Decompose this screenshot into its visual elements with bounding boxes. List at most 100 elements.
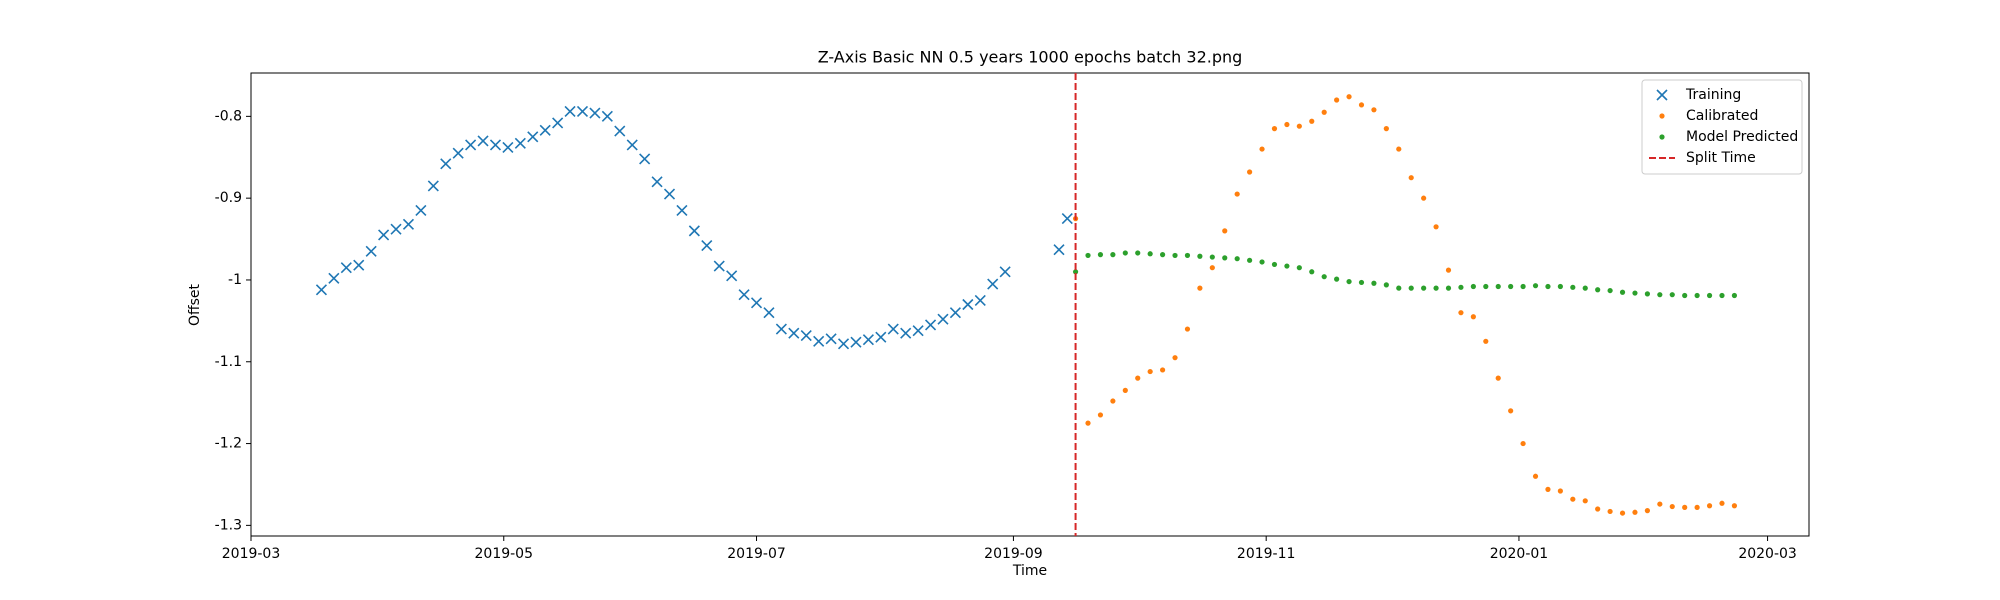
data-point <box>639 153 651 165</box>
data-point <box>924 319 937 331</box>
data-point <box>1371 280 1377 286</box>
data-point <box>1445 267 1452 273</box>
data-point <box>1172 355 1178 361</box>
data-point <box>1719 500 1725 506</box>
data-point <box>1346 278 1352 285</box>
legend-marker <box>1659 113 1665 119</box>
data-point <box>1545 486 1551 492</box>
data-point <box>589 107 601 119</box>
data-point <box>1470 283 1476 290</box>
data-point <box>1408 285 1414 291</box>
data-point <box>1110 398 1116 404</box>
data-point <box>825 333 837 345</box>
x-tick-label: 2019-11 <box>1237 546 1296 562</box>
y-tick-label: -1 <box>228 272 242 288</box>
data-point <box>1632 290 1638 296</box>
data-point <box>1545 283 1551 290</box>
data-point <box>1657 501 1663 507</box>
y-tick-label: -1.1 <box>215 354 242 370</box>
data-point <box>1334 97 1340 103</box>
data-point <box>1209 254 1215 260</box>
data-point <box>962 298 974 311</box>
x-tick-label: 2019-07 <box>727 546 786 562</box>
data-point <box>875 331 887 343</box>
data-point <box>1483 338 1489 344</box>
data-point <box>1582 285 1588 291</box>
legend-label: Calibrated <box>1686 108 1758 124</box>
data-point <box>601 110 613 122</box>
data-point <box>1731 292 1738 299</box>
data-point <box>1247 169 1253 175</box>
data-point <box>1508 283 1514 290</box>
data-point <box>750 297 763 309</box>
data-point <box>1284 263 1290 269</box>
data-point <box>1458 310 1464 316</box>
y-tick-label: -0.9 <box>215 190 242 206</box>
data-point <box>1097 252 1104 258</box>
data-point <box>1321 274 1327 280</box>
data-point <box>1682 504 1688 510</box>
data-point <box>614 125 626 137</box>
data-point <box>1632 509 1638 515</box>
data-point <box>1309 118 1315 124</box>
data-point <box>701 240 713 252</box>
data-point <box>1694 292 1700 299</box>
data-point <box>1135 250 1141 256</box>
x-tick-label: 2019-05 <box>475 546 534 562</box>
legend-marker <box>1656 89 1668 101</box>
data-point <box>1159 252 1166 258</box>
data-point <box>726 270 738 282</box>
data-point <box>1259 259 1265 265</box>
data-point <box>800 330 812 342</box>
data-point <box>1358 279 1365 286</box>
data-point <box>949 307 961 319</box>
data-point <box>713 260 725 272</box>
data-point <box>862 334 874 346</box>
y-axis-label: Offset <box>187 283 203 326</box>
data-point <box>1445 285 1452 291</box>
data-point <box>1209 265 1215 271</box>
data-point <box>1557 488 1563 494</box>
data-point <box>1682 292 1688 299</box>
data-point <box>328 272 340 284</box>
data-point <box>837 338 850 350</box>
legend-marker <box>1659 134 1665 140</box>
data-point <box>1706 503 1713 509</box>
data-point <box>353 259 365 271</box>
data-point <box>1296 123 1302 129</box>
data-point <box>850 336 862 348</box>
data-point <box>477 135 489 147</box>
data-point <box>1184 252 1191 259</box>
data-point <box>900 327 912 339</box>
data-point <box>440 158 452 170</box>
data-point <box>1197 253 1203 259</box>
data-point <box>1595 287 1601 293</box>
data-point <box>1644 291 1650 297</box>
data-point <box>1222 255 1228 261</box>
data-point <box>1259 146 1265 152</box>
data-point <box>1072 269 1079 275</box>
data-point <box>1053 244 1065 256</box>
data-point <box>688 225 700 237</box>
x-axis-label: Time <box>1012 563 1047 579</box>
data-point <box>1085 252 1091 259</box>
data-point <box>1532 283 1539 289</box>
y-tick-label: -1.2 <box>215 436 242 452</box>
data-point <box>390 223 402 235</box>
data-point <box>775 323 787 335</box>
data-point <box>1508 408 1514 414</box>
data-point <box>1669 292 1675 298</box>
data-point <box>1433 224 1439 230</box>
data-point <box>1234 256 1240 262</box>
data-point <box>1346 94 1352 100</box>
data-point <box>912 325 924 337</box>
data-point <box>340 262 352 274</box>
data-point <box>1271 261 1278 268</box>
data-point <box>788 327 800 339</box>
data-point <box>663 188 676 200</box>
data-point <box>1284 121 1290 128</box>
data-point <box>1694 504 1700 510</box>
data-point <box>1421 285 1427 291</box>
data-point <box>576 105 589 118</box>
